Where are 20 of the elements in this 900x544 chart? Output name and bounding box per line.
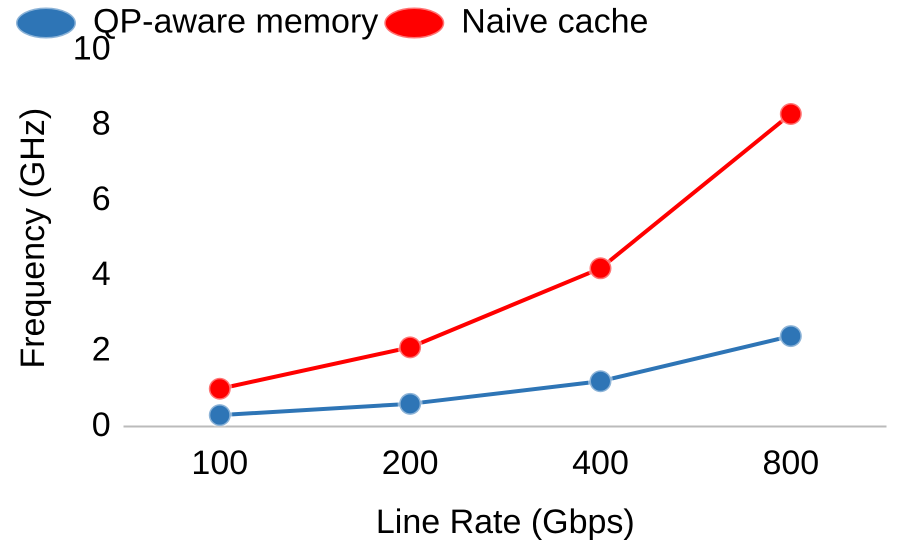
x-axis-title: Line Rate (Gbps) [376, 502, 635, 541]
point [207, 402, 232, 426]
y-tick-label: 0 [92, 406, 111, 444]
y-tick-label: 6 [92, 180, 111, 218]
legend-label: Naive cache [461, 2, 648, 40]
y-tick-label: 4 [92, 255, 111, 294]
point [778, 101, 804, 126]
x-tick-label: 100 [191, 444, 248, 482]
point [588, 368, 613, 394]
point [398, 334, 423, 360]
point [588, 256, 613, 281]
y-axis-title: Frequency (GHz) [14, 108, 52, 369]
point [207, 376, 232, 402]
point [778, 324, 804, 349]
y-tick-label: 8 [92, 104, 111, 143]
point [398, 391, 423, 416]
x-tick-label: 800 [762, 444, 820, 482]
y-tick-label: 2 [92, 330, 111, 368]
x-tick-label: 200 [382, 444, 439, 482]
x-tick-label: 400 [572, 444, 629, 482]
